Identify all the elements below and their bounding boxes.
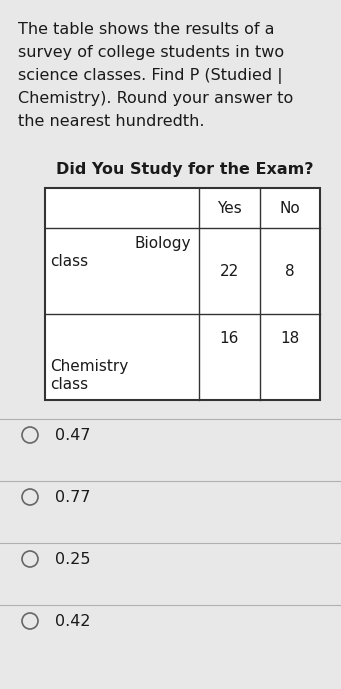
Text: science classes. Find P (Studied |: science classes. Find P (Studied |: [18, 68, 283, 84]
Text: class: class: [50, 254, 88, 269]
Text: Chemistry: Chemistry: [50, 359, 128, 374]
Text: The table shows the results of a: The table shows the results of a: [18, 22, 275, 37]
Text: class: class: [50, 377, 88, 392]
Text: 16: 16: [220, 331, 239, 346]
Text: 0.25: 0.25: [55, 551, 90, 566]
Text: 8: 8: [285, 264, 295, 279]
Text: 0.42: 0.42: [55, 613, 90, 628]
Text: Did You Study for the Exam?: Did You Study for the Exam?: [56, 162, 314, 177]
Text: Biology: Biology: [134, 236, 191, 251]
Text: Yes: Yes: [217, 200, 242, 216]
Text: No: No: [279, 200, 300, 216]
Bar: [45, 188, 320, 400]
Text: 18: 18: [280, 331, 299, 346]
Text: 0.47: 0.47: [55, 427, 90, 442]
Text: the nearest hundredth.: the nearest hundredth.: [18, 114, 205, 129]
Text: 0.77: 0.77: [55, 489, 90, 504]
Text: survey of college students in two: survey of college students in two: [18, 45, 284, 60]
Text: 22: 22: [220, 264, 239, 279]
Text: Chemistry). Round your answer to: Chemistry). Round your answer to: [18, 91, 293, 106]
